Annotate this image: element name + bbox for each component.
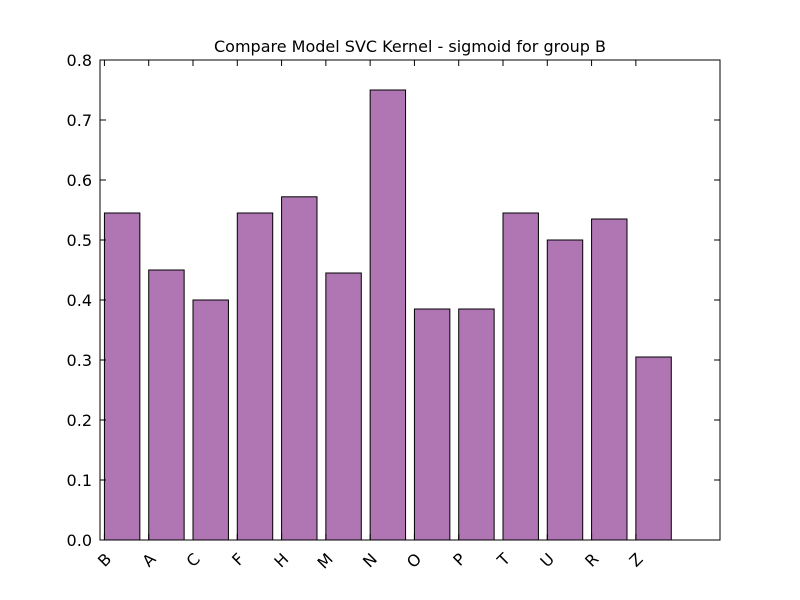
bar-T — [502, 212, 539, 541]
y-axis-tick-labels: 0.0 0.1 0.2 0.3 0.4 0.5 0.6 0.7 0.8 — [67, 51, 92, 550]
y-tick-label: 0.1 — [67, 471, 92, 490]
x-tick-label-T: T — [493, 549, 514, 570]
bar-H — [281, 196, 318, 541]
x-tick-label-U: U — [536, 549, 558, 571]
x-tick-label-P: P — [449, 549, 470, 570]
bar-C — [192, 299, 229, 541]
bar-F — [236, 212, 274, 541]
y-tick-label: 0.5 — [67, 231, 92, 250]
x-tick-label-A: A — [138, 549, 159, 570]
x-tick-label-H: H — [270, 549, 292, 571]
y-tick-label: 0.3 — [67, 351, 92, 370]
x-tick-label-R: R — [581, 549, 602, 570]
bar-N — [369, 89, 407, 541]
bar-P — [458, 308, 495, 541]
x-tick-label-O: O — [403, 549, 425, 571]
bars-layer — [103, 89, 672, 541]
x-tick-label-M: M — [313, 549, 336, 572]
y-tick-label: 0.7 — [67, 111, 92, 130]
bar-M — [325, 272, 362, 541]
y-tick-label: 0.6 — [67, 171, 92, 190]
bar-Z — [635, 356, 672, 541]
y-tick-label: 0.8 — [67, 51, 92, 70]
x-tick-label-N: N — [359, 549, 381, 571]
bar-O — [413, 308, 451, 541]
bar-B — [103, 212, 141, 541]
y-tick-label: 0.4 — [67, 291, 92, 310]
bar-A — [148, 269, 185, 541]
plot-area-frame — [99, 59, 721, 541]
chart-title: Compare Model SVC Kernel - sigmoid for g… — [214, 37, 606, 56]
x-tick-label-B: B — [94, 549, 115, 570]
y-tick-label: 0.2 — [67, 411, 92, 430]
x-tick-label-C: C — [182, 549, 203, 570]
y-tick-label: 0.0 — [67, 531, 92, 550]
x-tick-label-F: F — [228, 549, 248, 569]
bar-U — [546, 239, 584, 541]
ticks-layer — [100, 59, 720, 541]
x-tick-label-Z: Z — [625, 549, 646, 570]
bar-R — [591, 218, 628, 541]
